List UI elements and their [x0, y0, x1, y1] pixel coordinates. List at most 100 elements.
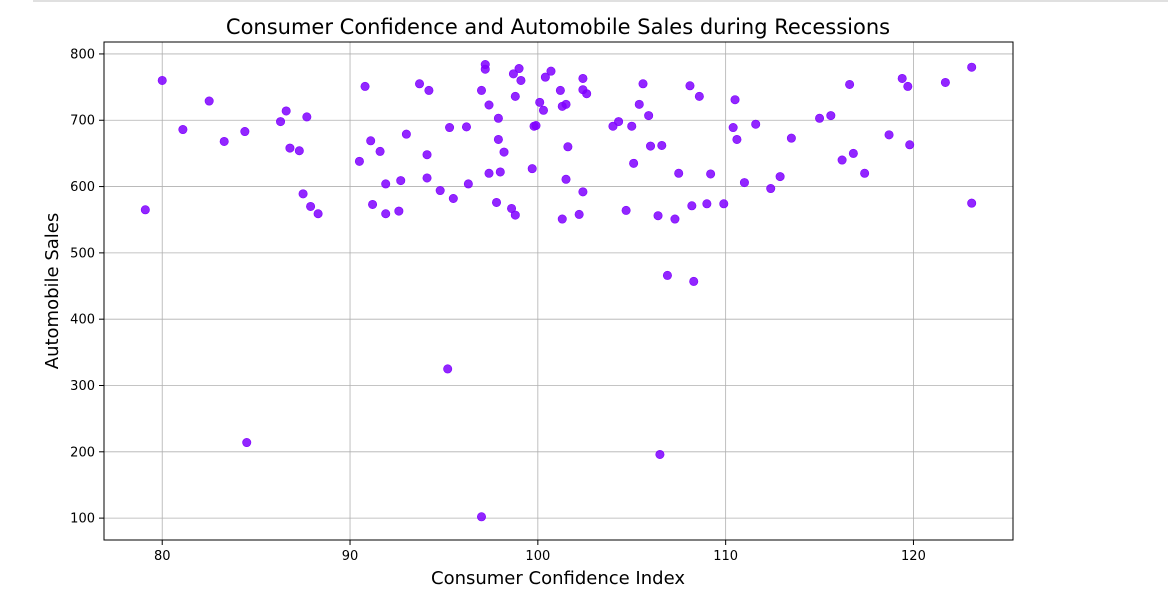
data-point	[555, 85, 565, 95]
data-point	[484, 100, 494, 110]
data-point	[516, 75, 526, 85]
data-point	[492, 197, 502, 207]
data-point	[561, 99, 571, 109]
data-point	[540, 72, 550, 82]
y-tick-label: 500	[70, 246, 95, 261]
data-point	[285, 143, 295, 153]
plot-frame	[103, 41, 1014, 541]
data-point	[178, 125, 188, 135]
data-point	[422, 150, 432, 160]
y-tick-label: 100	[70, 512, 95, 527]
data-point	[424, 85, 434, 95]
data-point	[493, 113, 503, 123]
data-point	[563, 142, 573, 152]
data-point	[646, 141, 656, 151]
x-axis-label: Consumer Confidence Index	[431, 568, 685, 589]
y-tick-label: 800	[70, 47, 95, 62]
data-point	[366, 136, 376, 146]
data-point	[775, 172, 785, 182]
data-point	[629, 158, 639, 168]
data-point	[422, 173, 432, 183]
data-point	[751, 119, 761, 129]
data-point	[837, 155, 847, 165]
data-point	[445, 123, 455, 133]
data-point	[653, 211, 663, 221]
data-point	[685, 81, 695, 91]
data-point	[484, 168, 494, 178]
y-tick-label: 700	[70, 114, 95, 129]
data-point	[621, 205, 631, 215]
data-point	[786, 133, 796, 143]
y-tick-label: 600	[70, 180, 95, 195]
data-point	[739, 178, 749, 188]
data-point	[634, 99, 644, 109]
data-point	[730, 95, 740, 105]
data-point	[381, 179, 391, 189]
data-point	[702, 199, 712, 209]
data-point	[294, 146, 304, 156]
data-point	[538, 105, 548, 115]
data-point	[508, 69, 518, 79]
data-point	[670, 214, 680, 224]
data-point	[845, 79, 855, 89]
data-point	[302, 112, 312, 122]
data-point	[276, 117, 286, 127]
data-point	[546, 66, 556, 76]
data-point	[527, 164, 537, 174]
data-point	[495, 167, 505, 177]
data-point	[815, 113, 825, 123]
data-point	[578, 73, 588, 83]
x-tick-label: 80	[154, 549, 171, 564]
data-point	[719, 199, 729, 209]
y-axis-label: Automobile Sales	[42, 213, 63, 369]
data-point	[240, 127, 250, 137]
y-axis-ticks: 100 200 300 400 500 600 700 800	[70, 47, 104, 527]
data-point	[940, 77, 950, 87]
data-point	[480, 64, 490, 74]
data-point	[510, 91, 520, 101]
data-point	[368, 199, 378, 209]
data-point	[614, 117, 624, 127]
data-point	[476, 85, 486, 95]
data-point	[306, 201, 316, 211]
data-point	[313, 209, 323, 219]
data-point	[662, 270, 672, 280]
data-point	[657, 140, 667, 150]
data-point	[535, 97, 545, 107]
data-point	[848, 148, 858, 158]
data-point	[219, 136, 229, 146]
data-point	[732, 134, 742, 144]
data-point	[967, 198, 977, 208]
x-tick-label: 90	[342, 549, 359, 564]
data-point	[157, 75, 167, 85]
data-point	[826, 111, 836, 121]
data-point	[655, 449, 665, 459]
data-point	[396, 176, 406, 186]
data-point	[638, 79, 648, 89]
data-point	[463, 179, 473, 189]
x-tick-label: 110	[713, 549, 738, 564]
data-point	[448, 193, 458, 203]
y-tick-label: 300	[70, 379, 95, 394]
x-tick-label: 120	[901, 549, 926, 564]
data-point	[281, 106, 291, 116]
data-point	[415, 79, 425, 89]
data-point	[674, 168, 684, 178]
data-point	[627, 121, 637, 131]
data-points	[140, 60, 977, 522]
data-point	[903, 81, 913, 91]
data-point	[461, 122, 471, 132]
data-point	[443, 364, 453, 374]
data-point	[493, 134, 503, 144]
data-point	[140, 205, 150, 215]
x-axis-ticks: 80 90 100 110 120	[154, 540, 926, 564]
data-point	[499, 147, 509, 157]
data-point	[561, 174, 571, 184]
data-point	[860, 168, 870, 178]
data-point	[706, 169, 716, 179]
data-point	[905, 140, 915, 150]
data-point	[578, 187, 588, 197]
x-tick-label: 100	[525, 549, 550, 564]
data-point	[510, 210, 520, 220]
data-point	[687, 201, 697, 211]
